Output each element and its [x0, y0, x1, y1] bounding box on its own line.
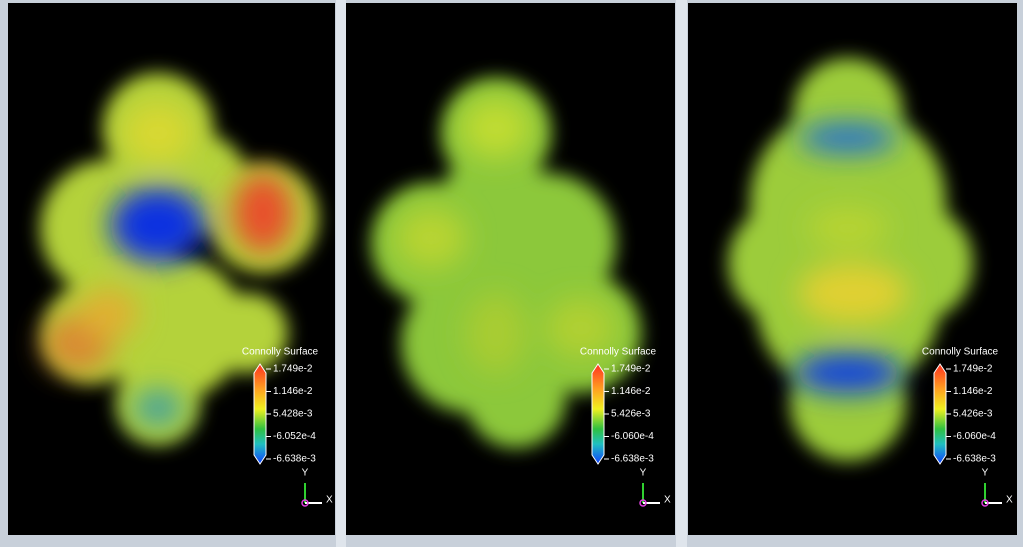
- colorbar-label: -6.638e-3: [953, 454, 996, 465]
- surface-lobe: [208, 293, 288, 373]
- legend-title: Connolly Surface: [242, 347, 319, 358]
- surface-patch: [133, 390, 183, 426]
- surface-patch: [793, 353, 903, 393]
- surface-lobe: [466, 348, 566, 448]
- surface-shading: [396, 98, 616, 373]
- axis-z: [301, 499, 309, 507]
- colorbar-label: 1.749e-2: [953, 364, 993, 375]
- colorbar-label: 1.146e-2: [953, 386, 993, 397]
- surface-patch: [110, 187, 206, 263]
- colorbar: [591, 363, 605, 465]
- axis-z: [639, 499, 647, 507]
- axis-y-label: Y: [982, 468, 989, 479]
- colorbar-label: -6.638e-3: [273, 454, 316, 465]
- colorbar-label: 5.426e-3: [953, 409, 993, 420]
- colorbar-label: -6.052e-4: [273, 431, 316, 442]
- viewport: Connolly Surface 1.749e-2 1.146e-2 5.426e-3…: [688, 3, 1017, 535]
- surface-patch: [461, 98, 531, 158]
- splitter: [676, 0, 687, 547]
- surface-patch: [123, 103, 193, 163]
- axis-z: [981, 499, 989, 507]
- axis-x-label: X: [664, 495, 671, 506]
- surface-shading: [793, 123, 908, 393]
- surface-lobe: [441, 148, 551, 258]
- surface-patch: [233, 173, 293, 253]
- colorbar-label: 1.146e-2: [273, 386, 313, 397]
- axis-x-label: X: [326, 495, 333, 506]
- viewport: Connolly Surface 1.749e-2 1.146e-2 5.426e-3…: [346, 3, 675, 535]
- colorbar-label: 1.749e-2: [273, 364, 313, 375]
- surface-patch: [546, 298, 616, 358]
- surface-patch: [396, 208, 466, 268]
- surface-lobe: [101, 256, 245, 400]
- colorbar: [253, 363, 267, 465]
- legend-title: Connolly Surface: [922, 347, 999, 358]
- axis-y-label: Y: [640, 468, 647, 479]
- legend-title: Connolly Surface: [580, 347, 657, 358]
- axis-y-label: Y: [302, 468, 309, 479]
- surface-patch: [798, 123, 898, 153]
- colorbar-label: -6.060e-4: [953, 431, 996, 442]
- colorbar-label: 1.146e-2: [611, 386, 651, 397]
- surface-shading: [43, 103, 293, 426]
- colorbar-label: -6.638e-3: [611, 454, 654, 465]
- colorbar: [933, 363, 947, 465]
- surface-patch: [808, 208, 888, 248]
- surface-patch: [466, 293, 526, 373]
- surface-patch: [798, 263, 908, 323]
- colorbar-label: 5.428e-3: [273, 409, 313, 420]
- surface-patch: [78, 288, 138, 338]
- axis-x-label: X: [1006, 495, 1013, 506]
- colorbar-label: 5.426e-3: [611, 409, 651, 420]
- viewport: Connolly Surface 1.749e-2 1.146e-2 5.428e-3…: [8, 3, 335, 535]
- splitter: [336, 0, 346, 547]
- colorbar-label: 1.749e-2: [611, 364, 651, 375]
- colorbar-label: -6.060e-4: [611, 431, 654, 442]
